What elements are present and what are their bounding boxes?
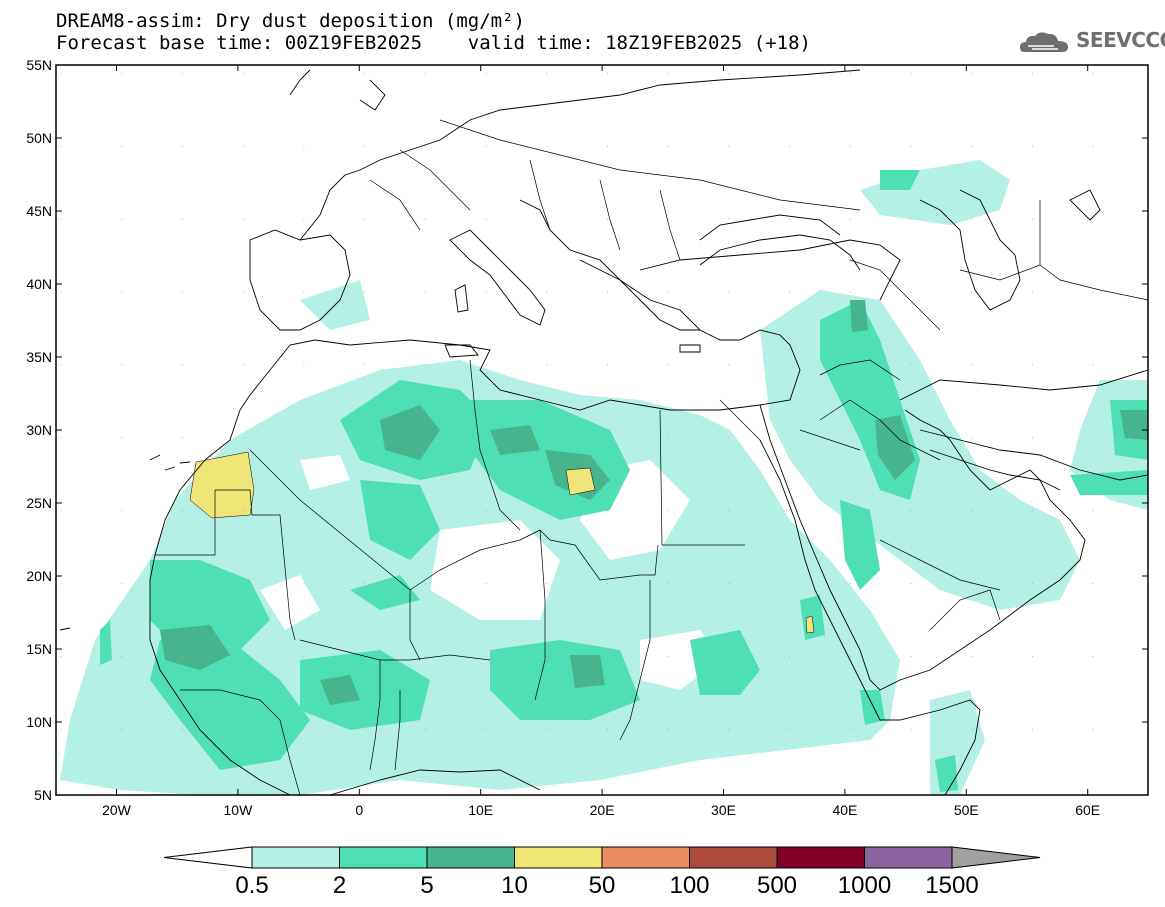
colorbar-segment: [251, 846, 340, 869]
colorbar-segment: [776, 846, 865, 869]
lat-label: 50N: [26, 130, 52, 146]
logo-text: SEEVCCC: [1076, 28, 1165, 52]
lon-label: 20W: [102, 802, 132, 818]
lon-label: 0: [355, 802, 363, 818]
colorbar-segment: [601, 846, 690, 869]
lat-label: 15N: [26, 641, 52, 657]
longitude-axis: 20W 10W 0 10E 20E 30E 40E 50E 60E: [102, 65, 1100, 818]
latitude-axis: 55N 50N 45N 40N 35N 30N 25N 20N 15N 10N 5N: [26, 57, 1148, 803]
lon-label: 20E: [590, 802, 615, 818]
colorbar-min-arrow: [163, 846, 253, 869]
lat-label: 10N: [26, 714, 52, 730]
lat-label: 25N: [26, 495, 52, 511]
lat-label: 30N: [26, 422, 52, 438]
colorbar-label: 10: [501, 872, 528, 899]
colorbar-segment: [339, 846, 428, 869]
lon-label: 10E: [468, 802, 493, 818]
country-borders: [155, 119, 1148, 795]
colorbar-segment: [864, 846, 953, 869]
lat-label: 45N: [26, 203, 52, 219]
colorbar-label: 100: [669, 872, 709, 899]
colorbar-label: 1000: [838, 872, 891, 899]
colorbar-label: 2: [333, 872, 346, 899]
colorbar-label: 0.5: [235, 872, 268, 899]
lat-label: 5N: [34, 787, 52, 803]
lon-label: 10W: [224, 802, 254, 818]
colorbar-label: 5: [420, 872, 433, 899]
colorbar-segment: [426, 846, 515, 869]
lon-label: 50E: [954, 802, 979, 818]
lat-label: 20N: [26, 568, 52, 584]
lon-label: 60E: [1075, 802, 1100, 818]
lon-label: 40E: [832, 802, 857, 818]
cloud-logo-icon: [1020, 32, 1068, 52]
lat-label: 40N: [26, 276, 52, 292]
grid-dots: [56, 65, 1148, 795]
map-title: DREAM8-assim: Dry dust deposition (mg/m²…: [56, 10, 525, 32]
colorbar-segment: [689, 846, 778, 869]
colorbar: 0.5 2 5 10 50 100 500 1000 1500: [163, 846, 1041, 899]
colorbar-segment: [514, 846, 603, 869]
coastlines: [59, 69, 1148, 795]
colorbar-label: 1500: [925, 872, 978, 899]
lon-label: 30E: [711, 802, 736, 818]
colorbar-label: 50: [589, 872, 616, 899]
forecast-times: Forecast base time: 00Z19FEB2025 valid t…: [56, 32, 811, 54]
lat-label: 35N: [26, 349, 52, 365]
map-area: [56, 65, 1148, 795]
colorbar-max-arrow: [951, 846, 1041, 869]
lat-label: 55N: [26, 57, 52, 73]
colorbar-label: 500: [757, 872, 797, 899]
